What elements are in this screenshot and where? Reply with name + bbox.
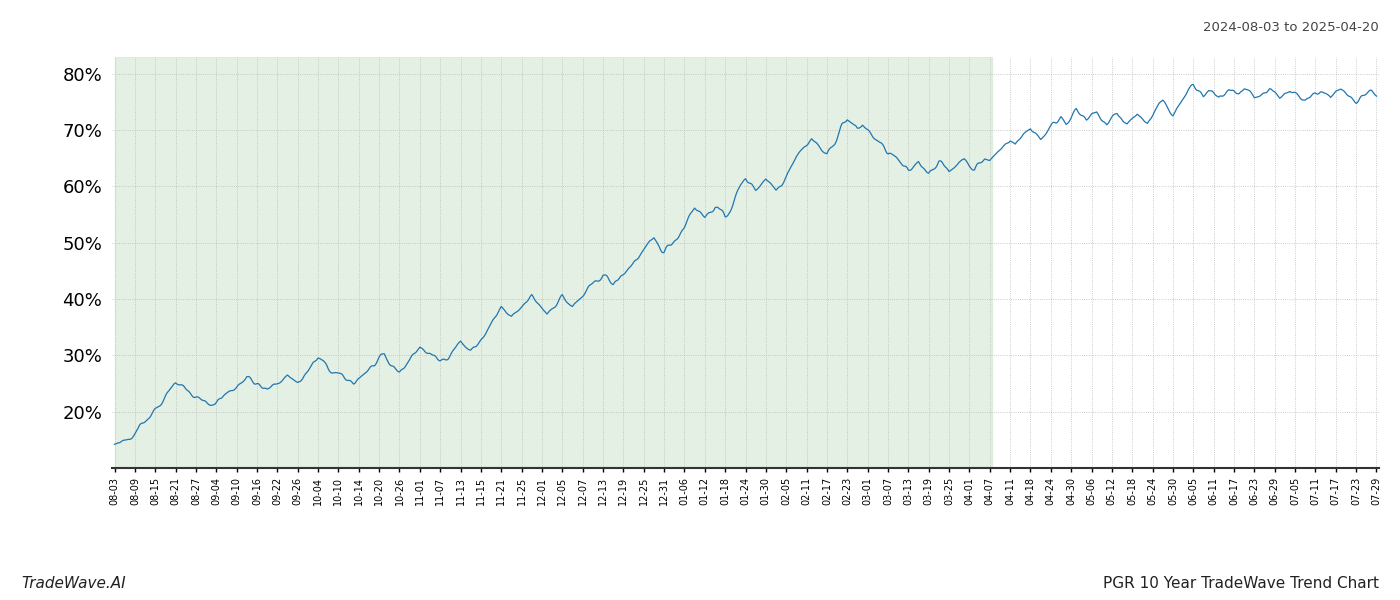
Text: PGR 10 Year TradeWave Trend Chart: PGR 10 Year TradeWave Trend Chart (1103, 576, 1379, 591)
Text: 2024-08-03 to 2025-04-20: 2024-08-03 to 2025-04-20 (1203, 21, 1379, 34)
Bar (115, 57, 991, 468)
Text: TradeWave.AI: TradeWave.AI (21, 576, 126, 591)
